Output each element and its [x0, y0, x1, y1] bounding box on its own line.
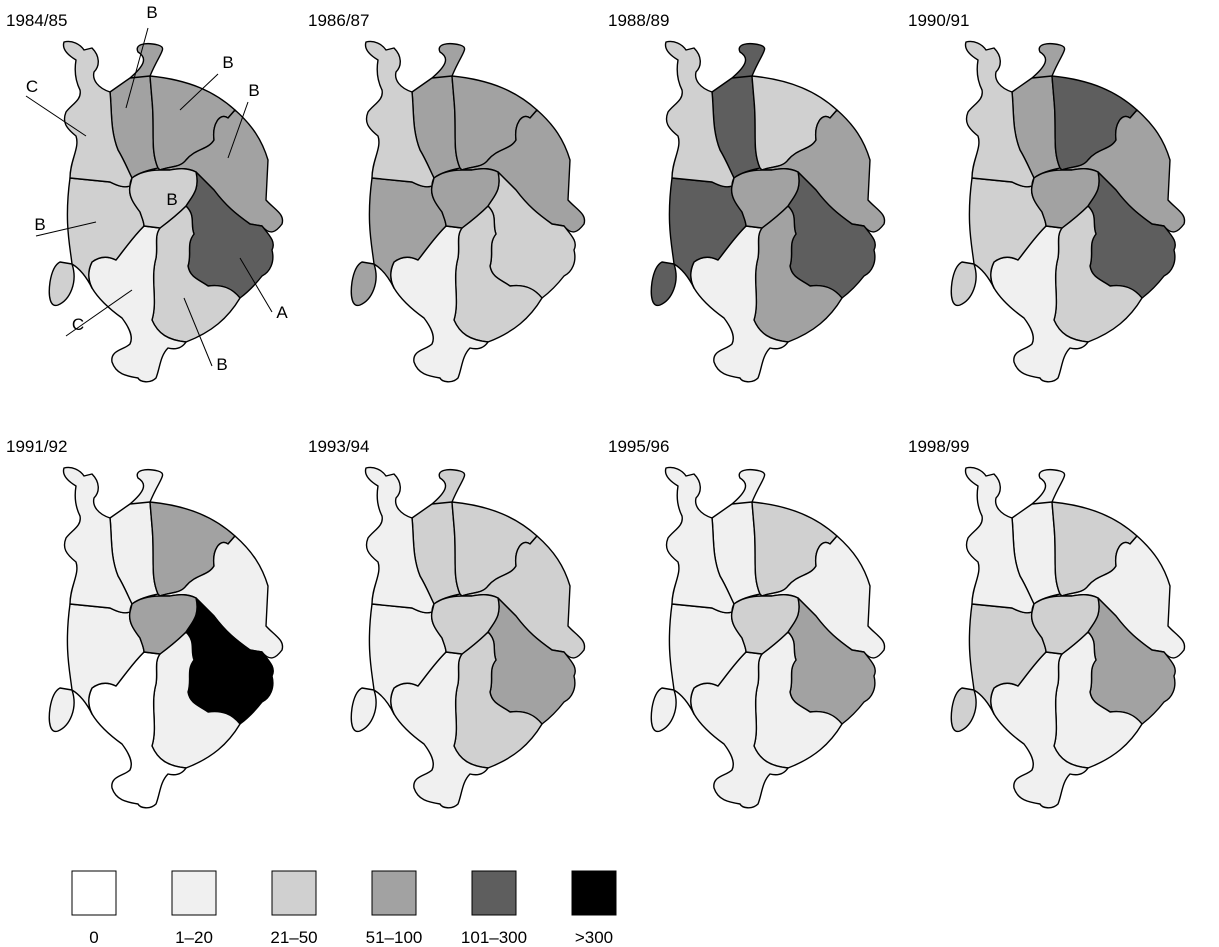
district-map: 1990/91	[908, 11, 1186, 383]
map-year-title: 1998/99	[908, 437, 969, 456]
district-c	[128, 167, 198, 229]
district-c	[1030, 593, 1100, 655]
district-w	[48, 603, 145, 733]
callout-label-w: B	[34, 215, 45, 234]
district-c	[730, 593, 800, 655]
district-c	[430, 593, 500, 655]
map-year-title: 1991/92	[6, 437, 67, 456]
map-year-title: 1990/91	[908, 11, 969, 30]
callout-leader-line	[65, 289, 133, 337]
legend-label: 1–20	[175, 928, 213, 947]
district-map: 1991/92	[6, 437, 284, 809]
callout-leader-line	[179, 73, 219, 111]
legend-swatch	[171, 870, 217, 916]
legend-label: >300	[575, 928, 613, 947]
callout-label-ne: B	[222, 53, 233, 72]
district-c	[730, 167, 800, 229]
district-c	[128, 593, 198, 655]
legend-swatch	[271, 870, 317, 916]
district-c	[430, 167, 500, 229]
legend-label: 0	[89, 928, 98, 947]
callout-label-c: B	[166, 190, 177, 209]
map-year-title: 1986/87	[308, 11, 369, 30]
district-c	[1030, 167, 1100, 229]
district-map: 1995/96	[608, 437, 886, 809]
map-year-title: 1993/94	[308, 437, 369, 456]
legend-label: 51–100	[366, 928, 423, 947]
map-year-title: 1988/89	[608, 11, 669, 30]
district-map: 1988/89	[608, 11, 886, 383]
legend-swatch	[571, 870, 617, 916]
callout-leader-line	[125, 27, 149, 109]
callout-label-e: B	[248, 81, 259, 100]
district-map: 1993/94	[308, 437, 586, 809]
district-w	[650, 603, 747, 733]
callout-leader-line	[25, 95, 87, 137]
callout-leader-line	[183, 297, 213, 367]
callout-label-n: B	[146, 3, 157, 22]
legend-label: 101–300	[461, 928, 527, 947]
district-w	[950, 177, 1047, 307]
map-year-title: 1984/85	[6, 11, 67, 30]
callout-label-se: A	[276, 303, 288, 322]
legend-swatch	[371, 870, 417, 916]
map-year-title: 1995/96	[608, 437, 669, 456]
legend-label: 21–50	[270, 928, 317, 947]
district-map: 1998/99	[908, 437, 1186, 809]
legend-swatch	[471, 870, 517, 916]
callout-leader-line	[227, 101, 249, 159]
callout-label-s: B	[216, 355, 227, 374]
district-map: 1986/87	[308, 11, 586, 383]
callout-label-sw: C	[72, 315, 84, 334]
callout-leader-line	[35, 221, 97, 237]
callout-leader-line	[239, 257, 273, 313]
district-w	[650, 177, 747, 307]
legend-swatch	[71, 870, 117, 916]
callout-label-nw: C	[26, 77, 38, 96]
